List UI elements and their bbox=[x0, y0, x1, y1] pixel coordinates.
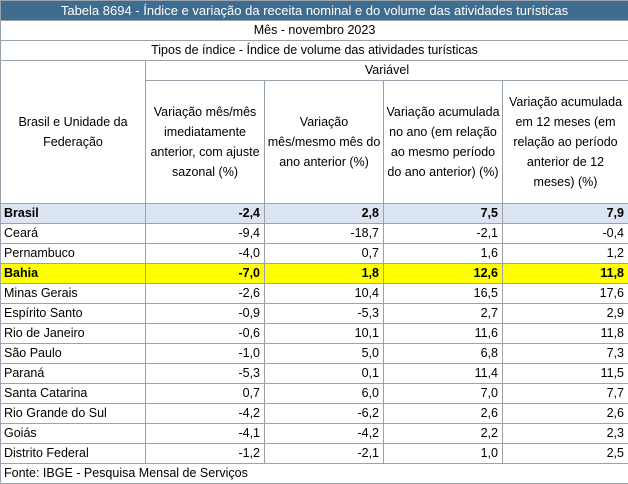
value-cell: -5,3 bbox=[265, 304, 384, 324]
title-row: Tabela 8694 - Índice e variação da recei… bbox=[1, 1, 628, 21]
value-cell: 2,7 bbox=[384, 304, 503, 324]
value-cell: -9,4 bbox=[146, 224, 265, 244]
row-header: Brasil e Unidade da Federação bbox=[1, 61, 146, 204]
value-cell: -2,6 bbox=[146, 284, 265, 304]
value-cell: 11,4 bbox=[384, 364, 503, 384]
month-row: Mês - novembro 2023 bbox=[1, 21, 628, 41]
value-cell: 10,1 bbox=[265, 324, 384, 344]
source-row: Fonte: IBGE - Pesquisa Mensal de Serviço… bbox=[1, 464, 628, 484]
value-cell: -5,3 bbox=[146, 364, 265, 384]
value-cell: 2,8 bbox=[265, 204, 384, 224]
value-cell: -18,7 bbox=[265, 224, 384, 244]
region-name: Paraná bbox=[1, 364, 146, 384]
value-cell: 11,6 bbox=[384, 324, 503, 344]
value-cell: -2,4 bbox=[146, 204, 265, 224]
column-header: Variação mês/mesmo mês do ano anterior (… bbox=[265, 81, 384, 204]
value-cell: -6,2 bbox=[265, 404, 384, 424]
value-cell: 1,0 bbox=[384, 444, 503, 464]
region-name: Distrito Federal bbox=[1, 444, 146, 464]
region-name: Goiás bbox=[1, 424, 146, 444]
value-cell: 7,7 bbox=[503, 384, 628, 404]
value-cell: -0,4 bbox=[503, 224, 628, 244]
column-header: Variação mês/mês imediatamente anterior,… bbox=[146, 81, 265, 204]
value-cell: 7,0 bbox=[384, 384, 503, 404]
value-cell: -4,2 bbox=[146, 404, 265, 424]
value-cell: -0,9 bbox=[146, 304, 265, 324]
table-title: Tabela 8694 - Índice e variação da recei… bbox=[1, 1, 628, 21]
value-cell: 11,8 bbox=[503, 324, 628, 344]
region-name: Minas Gerais bbox=[1, 284, 146, 304]
value-cell: 0,7 bbox=[146, 384, 265, 404]
variable-label: Variável bbox=[146, 61, 628, 81]
source-note: Fonte: IBGE - Pesquisa Mensal de Serviço… bbox=[1, 464, 628, 484]
month-label: Mês - novembro 2023 bbox=[1, 21, 628, 41]
region-name: Santa Catarina bbox=[1, 384, 146, 404]
value-cell: 2,3 bbox=[503, 424, 628, 444]
column-header: Variação acumulada no ano (em relação ao… bbox=[384, 81, 503, 204]
value-cell: -7,0 bbox=[146, 264, 265, 284]
value-cell: -1,0 bbox=[146, 344, 265, 364]
value-cell: 2,2 bbox=[384, 424, 503, 444]
value-cell: 16,5 bbox=[384, 284, 503, 304]
value-cell: 2,9 bbox=[503, 304, 628, 324]
value-cell: -4,0 bbox=[146, 244, 265, 264]
table-row: Ceará-9,4-18,7-2,1-0,4 bbox=[1, 224, 628, 244]
value-cell: 11,5 bbox=[503, 364, 628, 384]
value-cell: 7,9 bbox=[503, 204, 628, 224]
value-cell: 12,6 bbox=[384, 264, 503, 284]
value-cell: -4,1 bbox=[146, 424, 265, 444]
region-name: São Paulo bbox=[1, 344, 146, 364]
value-cell: 2,6 bbox=[384, 404, 503, 424]
region-name: Pernambuco bbox=[1, 244, 146, 264]
value-cell: 17,6 bbox=[503, 284, 628, 304]
region-name: Bahia bbox=[1, 264, 146, 284]
column-header: Variação acumulada em 12 meses (em relaç… bbox=[503, 81, 628, 204]
value-cell: 0,7 bbox=[265, 244, 384, 264]
value-cell: 5,0 bbox=[265, 344, 384, 364]
value-cell: 1,2 bbox=[503, 244, 628, 264]
value-cell: 2,5 bbox=[503, 444, 628, 464]
value-cell: 1,6 bbox=[384, 244, 503, 264]
value-cell: 7,5 bbox=[384, 204, 503, 224]
region-name: Rio de Janeiro bbox=[1, 324, 146, 344]
value-cell: 2,6 bbox=[503, 404, 628, 424]
value-cell: 10,4 bbox=[265, 284, 384, 304]
value-cell: -4,2 bbox=[265, 424, 384, 444]
value-cell: 11,8 bbox=[503, 264, 628, 284]
value-cell: 6,8 bbox=[384, 344, 503, 364]
value-cell: -0,6 bbox=[146, 324, 265, 344]
value-cell: 7,3 bbox=[503, 344, 628, 364]
region-name: Ceará bbox=[1, 224, 146, 244]
value-cell: 6,0 bbox=[265, 384, 384, 404]
value-cell: -2,1 bbox=[265, 444, 384, 464]
index-type-row: Tipos de índice - Índice de volume das a… bbox=[1, 41, 628, 61]
region-name: Espírito Santo bbox=[1, 304, 146, 324]
value-cell: -1,2 bbox=[146, 444, 265, 464]
region-name: Brasil bbox=[1, 204, 146, 224]
value-cell: -2,1 bbox=[384, 224, 503, 244]
region-name: Rio Grande do Sul bbox=[1, 404, 146, 424]
index-type-label: Tipos de índice - Índice de volume das a… bbox=[1, 41, 628, 61]
variable-row: Brasil e Unidade da Federação Variável bbox=[1, 61, 628, 81]
value-cell: 0,1 bbox=[265, 364, 384, 384]
value-cell: 1,8 bbox=[265, 264, 384, 284]
